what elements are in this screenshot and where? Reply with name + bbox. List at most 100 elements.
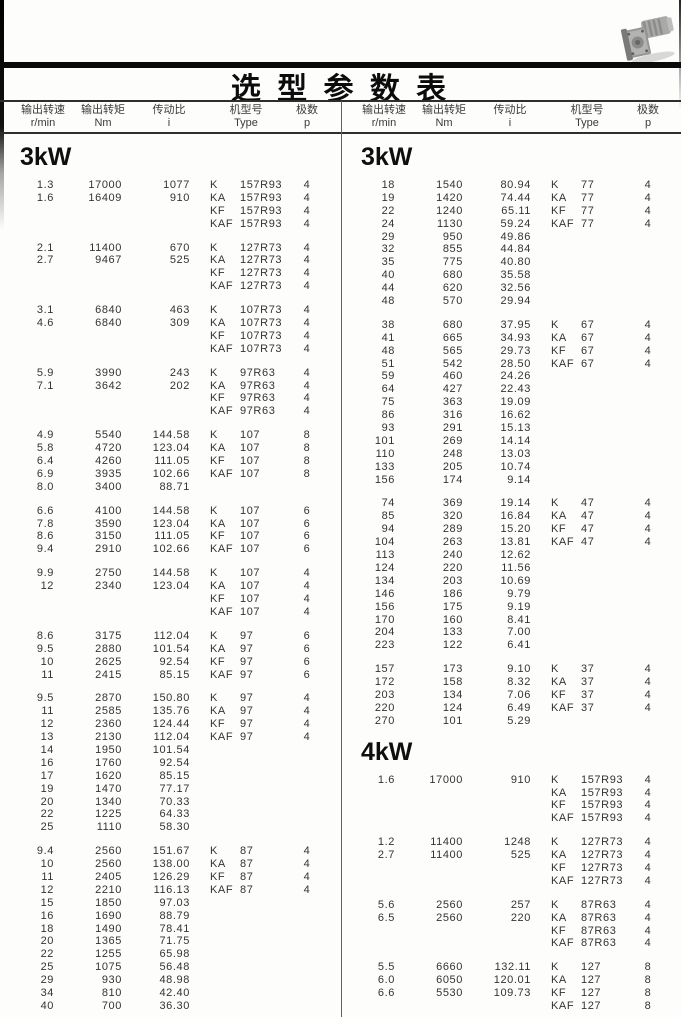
cell-type-model: 47 <box>581 523 595 536</box>
cell-type-model: 87 <box>240 870 254 883</box>
power-section: 3kW 18 1540 80.94 K 77 4 19 1420 74.44 KA 77 4 22 1240… <box>341 144 681 728</box>
cell-ratio: 78.41 <box>159 922 190 935</box>
table-row: 124 220 11.56 <box>341 562 681 575</box>
cell-speed: 12 <box>40 718 54 731</box>
table-row: 20 1340 70.33 <box>0 796 340 809</box>
cell-type-prefix: KF <box>210 718 226 731</box>
cell-ratio: 22.43 <box>500 383 531 396</box>
cell-poles: 8 <box>644 999 652 1012</box>
cell-type-model: 47 <box>581 536 595 549</box>
cell-type-prefix: K <box>551 318 559 331</box>
cell-poles: 4 <box>303 179 311 191</box>
cell-poles: 6 <box>303 517 311 530</box>
table-row: 93 291 15.13 <box>341 422 681 435</box>
cell-torque: 855 <box>442 243 463 256</box>
cell-speed: 203 <box>374 688 395 701</box>
cell-ratio: 14.14 <box>500 434 531 447</box>
cell-type-model: 127R73 <box>581 874 624 887</box>
cell-poles: 4 <box>303 567 311 580</box>
cell-torque: 427 <box>442 383 463 396</box>
cell-ratio: 220 <box>510 911 531 924</box>
parameter-group: 9.4 2560 151.67 K 87 4 10 2560 138.00 KA 87 4 11 2405… <box>0 845 340 1013</box>
table-row: 11 2415 85.15 KAF 97 6 <box>0 669 340 682</box>
cell-torque: 3400 <box>95 480 122 493</box>
cell-torque: 1470 <box>95 782 122 795</box>
cell-type-model: 107 <box>240 455 261 468</box>
cell-ratio: 15.20 <box>500 523 531 536</box>
cell-ratio: 910 <box>169 191 190 204</box>
table-row: KAF 157R93 4 <box>0 218 340 231</box>
cell-torque: 17000 <box>429 773 463 786</box>
cell-ratio: 34.93 <box>500 331 531 344</box>
table-row: 11 2405 126.29 KF 87 4 <box>0 871 340 884</box>
cell-torque: 1950 <box>95 743 122 756</box>
cell-ratio: 56.48 <box>159 961 190 974</box>
table-row: 223 122 6.41 <box>341 639 681 652</box>
cell-type-prefix: KF <box>551 344 567 357</box>
cell-speed: 156 <box>374 600 395 613</box>
table-row: 3.1 6840 463 K 107R73 4 <box>0 304 340 317</box>
cell-ratio: 8.32 <box>507 676 531 689</box>
column-header-label: 机型号 <box>229 104 263 116</box>
cell-poles: 4 <box>644 898 652 911</box>
cell-type-prefix: KAF <box>210 342 234 355</box>
cell-torque: 2340 <box>95 580 122 593</box>
cell-speed: 5.5 <box>377 961 395 974</box>
cell-speed: 12 <box>40 580 54 593</box>
table-row: 19 1420 74.44 KA 77 4 <box>341 192 681 205</box>
cell-ratio: 10.69 <box>500 574 531 587</box>
cell-speed: 8.6 <box>36 530 54 543</box>
cell-type-model: 157R93 <box>581 786 624 799</box>
table-row: 113 240 12.62 <box>341 549 681 562</box>
cell-ratio: 144.58 <box>152 504 190 517</box>
cell-type-prefix: K <box>551 898 559 911</box>
table-row: KF 97R63 4 <box>0 392 340 405</box>
cell-speed: 4.6 <box>36 317 54 330</box>
parameter-group: 5.5 6660 132.11 K 127 8 6.0 6050 120.01 KA 127 8 6.6… <box>341 961 681 1013</box>
cell-type-prefix: KF <box>551 688 567 701</box>
table-row: 44 620 32.56 <box>341 282 681 295</box>
cell-torque: 2360 <box>95 718 122 731</box>
cell-speed: 2.7 <box>36 254 54 267</box>
cell-type-model: 107 <box>240 567 261 580</box>
cell-torque: 5540 <box>95 429 122 442</box>
cell-torque: 2130 <box>95 731 122 744</box>
table-row: 38 680 37.95 K 67 4 <box>341 319 681 332</box>
cell-torque: 3150 <box>95 530 122 543</box>
cell-type-model: 127R73 <box>240 241 283 254</box>
cell-type-model: 107 <box>240 543 261 556</box>
cell-ratio: 29.73 <box>500 344 531 357</box>
table-row: 41 665 34.93 KA 67 4 <box>341 332 681 345</box>
cell-type-model: 97R63 <box>240 405 276 418</box>
parameter-group: 9.5 2870 150.80 K 97 4 11 2585 135.76 KA 97 4 12 2360… <box>0 692 340 834</box>
cell-poles: 4 <box>644 701 652 714</box>
cell-ratio: 1248 <box>504 836 531 849</box>
table-row: 156 175 9.19 <box>341 601 681 614</box>
table-row: 10 2560 138.00 KA 87 4 <box>0 858 340 871</box>
cell-torque: 248 <box>442 447 463 460</box>
cell-type-prefix: KA <box>210 642 226 655</box>
cell-type-model: 97 <box>240 642 254 655</box>
cell-poles: 4 <box>303 317 311 330</box>
cell-speed: 7.1 <box>36 379 54 392</box>
cell-speed: 3.1 <box>36 304 54 317</box>
cell-ratio: 16.84 <box>500 510 531 523</box>
cell-type-model: 67 <box>581 331 595 344</box>
cell-type-prefix: KAF <box>551 999 575 1012</box>
cell-type-model: 107R73 <box>240 317 283 330</box>
column-header-label: 传动比 <box>152 104 186 116</box>
table-row: 22 1255 65.98 <box>0 948 340 961</box>
table-row: 20 1365 71.75 <box>0 935 340 948</box>
cell-type-prefix: KA <box>210 191 226 204</box>
table-row: 64 427 22.43 <box>341 383 681 396</box>
column-header-speed: 输出转速 r/min <box>362 104 406 130</box>
table-row: 2.7 9467 525 KA 127R73 4 <box>0 254 340 267</box>
cell-ratio: 9.19 <box>507 600 531 613</box>
cell-speed: 11 <box>41 668 54 681</box>
cell-torque: 2750 <box>95 567 122 580</box>
cell-ratio: 40.80 <box>500 256 531 269</box>
cell-type-prefix: KAF <box>551 536 575 549</box>
cell-type-prefix: KA <box>210 858 226 871</box>
power-section: 3kW 1.3 17000 1077 K 157R93 4 1.6 16409 910 KA 157R… <box>0 144 340 1013</box>
cell-torque: 2910 <box>95 543 122 556</box>
